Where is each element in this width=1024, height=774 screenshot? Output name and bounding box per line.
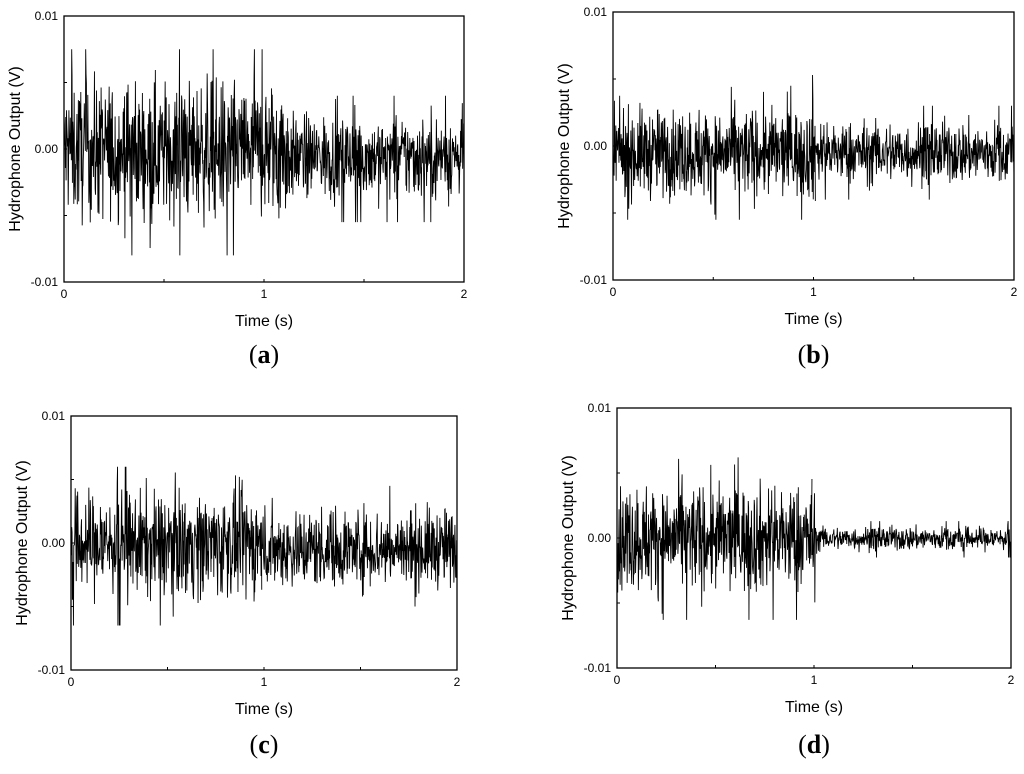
x-axis-label: Time (s)	[235, 701, 293, 718]
y-tick-label: 0.01	[588, 401, 612, 415]
panel-c: 0 1 2 -0.01 0.00 0.01 Time (s) Hydrophone Outpu…	[14, 409, 461, 759]
y-tick-label: 0.00	[35, 142, 59, 156]
x-tick-label: 0	[610, 285, 617, 299]
x-tick-label: 1	[811, 673, 818, 687]
y-tick-label: -0.01	[31, 275, 59, 289]
trace-segment	[815, 105, 1014, 200]
trace-segment	[273, 105, 289, 219]
trace-segment	[71, 466, 263, 626]
trace-segment	[811, 493, 817, 603]
y-axis-label: Hydrophone Output (V)	[560, 455, 577, 620]
trace-segment	[64, 49, 275, 256]
y-tick-label: -0.01	[580, 273, 608, 287]
y-axis-label: Hydrophone Output (V)	[7, 66, 24, 231]
x-tick-label: 0	[614, 673, 621, 687]
x-tick-label: 2	[454, 675, 461, 689]
y-tick-label: -0.01	[584, 661, 612, 675]
panel-d: 0 1 2 -0.01 0.00 0.01 Time (s) Hydrophone Outpu…	[560, 401, 1015, 759]
x-tick-label: 0	[68, 675, 75, 689]
trace-segment	[811, 74, 816, 202]
x-axis-label: Time (s)	[784, 311, 842, 328]
x-tick-label: 2	[1011, 285, 1018, 299]
panel-a: 0 1 2 -0.01 0.00 0.01 Time (s) Hydrophone Outpu…	[7, 9, 468, 369]
y-tick-label: 0.00	[588, 531, 612, 545]
panel-label: (d)	[798, 730, 830, 759]
x-tick-label: 1	[261, 675, 268, 689]
y-tick-label: 0.00	[584, 139, 608, 153]
y-axis-label: Hydrophone Output (V)	[556, 63, 573, 228]
panel-label: (a)	[249, 340, 279, 369]
trace-segment	[617, 457, 813, 620]
y-tick-label: 0.01	[42, 409, 66, 423]
trace-segment	[287, 95, 464, 223]
x-tick-label: 0	[61, 287, 68, 301]
y-axis-label: Hydrophone Output (V)	[14, 460, 31, 625]
y-tick-label: -0.01	[38, 663, 66, 677]
y-tick-label: 0.01	[35, 9, 59, 23]
x-tick-label: 2	[1008, 673, 1015, 687]
x-tick-label: 2	[461, 287, 468, 301]
trace-segment	[261, 485, 457, 607]
x-axis-label: Time (s)	[235, 313, 293, 330]
x-axis-label: Time (s)	[785, 699, 843, 716]
panel-b: 0 1 2 -0.01 0.00 0.01 Time (s) Hydrophone Outpu…	[556, 5, 1018, 369]
panel-label: (c)	[250, 730, 279, 759]
y-tick-label: 0.00	[42, 536, 66, 550]
x-tick-label: 1	[261, 287, 268, 301]
trace-segment	[815, 521, 1011, 558]
x-tick-label: 1	[810, 285, 817, 299]
trace-segment	[613, 85, 812, 220]
y-tick-label: 0.01	[584, 5, 608, 19]
panel-label: (b)	[798, 340, 830, 369]
